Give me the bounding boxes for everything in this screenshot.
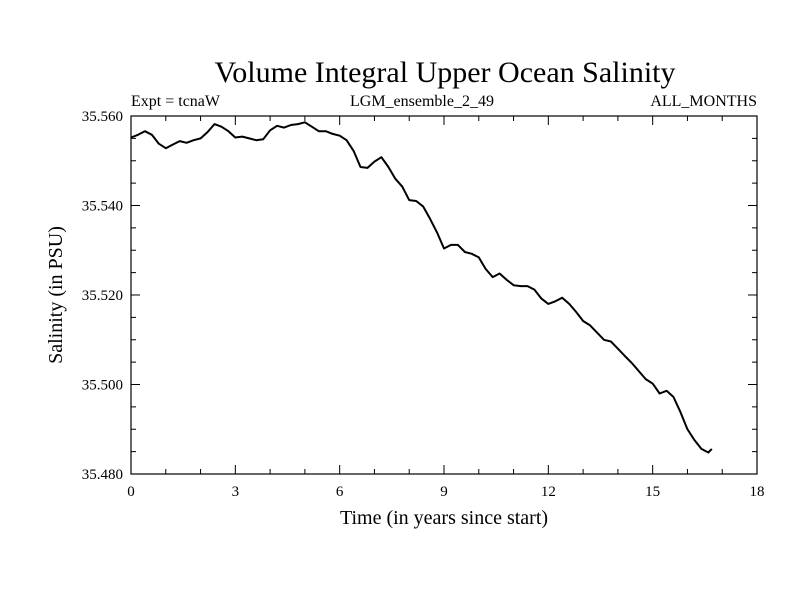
x-tick-label: 0 [127, 484, 135, 500]
x-axis-label: Time (in years since start) [340, 507, 548, 529]
y-tick-label: 35.560 [82, 109, 123, 125]
y-tick-label: 35.480 [82, 467, 123, 483]
y-tick-label: 35.540 [82, 199, 123, 215]
y-tick-label: 35.520 [82, 288, 123, 304]
subtitle-months: ALL_MONTHS [650, 93, 757, 110]
y-tick-label: 35.500 [82, 378, 123, 394]
x-tick-label: 6 [336, 484, 344, 500]
x-axis: 0 3 6 9 12 15 18 [127, 116, 765, 500]
y-axis-label: Salinity (in PSU) [45, 226, 67, 364]
chart-title: Volume Integral Upper Ocean Salinity [215, 56, 676, 89]
x-tick-label: 18 [750, 484, 765, 500]
x-tick-label: 9 [440, 484, 448, 500]
x-tick-label: 15 [645, 484, 660, 500]
y-axis: 35.480 35.500 35.520 35.540 35.560 [82, 109, 757, 483]
x-tick-label: 12 [541, 484, 556, 500]
subtitle-experiment: Expt = tcnaW [131, 93, 221, 110]
subtitle-ensemble: LGM_ensemble_2_49 [350, 93, 494, 110]
x-tick-label: 3 [232, 484, 240, 500]
plot-frame [130, 115, 758, 475]
salinity-series-line [130, 121, 713, 454]
